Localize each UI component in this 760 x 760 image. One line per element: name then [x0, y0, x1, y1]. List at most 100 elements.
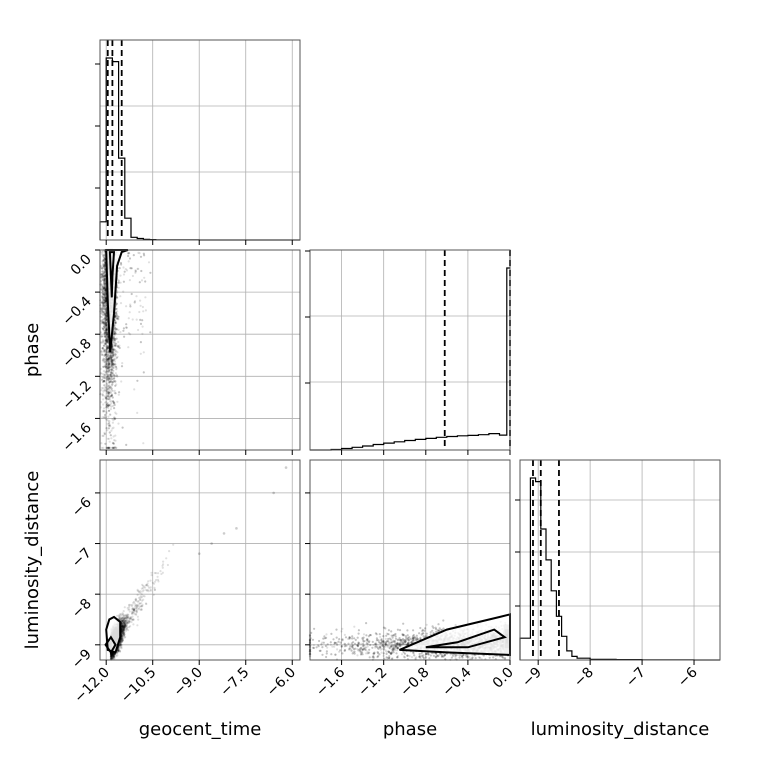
phase-geocent-point: [111, 366, 114, 369]
phase-geocent-point: [105, 312, 108, 315]
phase-geocent-point: [107, 370, 110, 373]
phase-geocent-point: [114, 353, 117, 356]
phase-geocent-point: [103, 302, 106, 305]
phase-geocent-point: [110, 378, 113, 381]
phase-geocent-point: [102, 283, 106, 286]
phase-geocent-point: [103, 291, 106, 294]
phase-geocent-point: [136, 411, 139, 414]
phase-geocent-point: [105, 418, 108, 421]
phase-geocent-point: [114, 315, 117, 318]
phase-geocent-point: [134, 270, 137, 273]
phase-geocent-point: [122, 273, 126, 276]
phase-geocent-point: [114, 338, 117, 341]
phase-geocent-point: [109, 354, 113, 357]
phase-geocent-point: [107, 353, 110, 356]
phase-geocent-point: [103, 298, 106, 301]
phase-geocent-point: [100, 322, 103, 325]
phase-geocent-point: [103, 256, 106, 259]
phase-geocent-point: [113, 374, 116, 377]
phase-geocent-point: [112, 354, 115, 357]
phase-geocent-point: [105, 367, 108, 370]
phase-geocent-point: [119, 274, 122, 277]
phase-geocent-point: [104, 325, 107, 328]
phase-geocent-point: [101, 260, 104, 263]
phase-geocent-point: [108, 359, 111, 362]
phase-geocent-point: [103, 389, 106, 392]
lumdist-geocent-point: [168, 550, 171, 553]
phase-geocent-point: [114, 350, 117, 353]
phase-geocent-point: [106, 335, 109, 338]
phase-geocent-point: [102, 329, 105, 332]
phase-geocent-point: [111, 396, 114, 399]
phase-geocent-point: [100, 284, 103, 287]
phase-geocent-point: [139, 255, 143, 258]
phase-geocent-point: [113, 358, 116, 361]
phase-geocent-point: [105, 339, 109, 342]
phase-geocent-point: [103, 313, 106, 316]
phase-geocent-point: [106, 377, 109, 380]
phase-geocent-point: [115, 307, 118, 310]
phase-geocent-point: [113, 376, 116, 379]
phase-geocent-point: [101, 297, 104, 300]
phase-geocent-point: [102, 287, 105, 290]
phase-geocent-point: [105, 412, 108, 415]
phase-geocent-point: [103, 348, 106, 351]
phase-geocent-point: [104, 365, 107, 368]
phase-geocent-point: [104, 365, 107, 368]
phase-geocent-point: [103, 354, 106, 358]
phase-geocent-point: [134, 271, 137, 274]
phase-geocent-point: [100, 273, 103, 276]
phase-geocent-point: [106, 344, 109, 347]
phase-geocent-point: [102, 376, 105, 379]
phase-geocent-point: [114, 358, 117, 361]
phase-geocent-point: [102, 292, 105, 295]
phase-geocent-point: [139, 341, 142, 344]
phase-geocent-point: [100, 309, 103, 313]
phase-geocent-point: [137, 267, 140, 270]
phase-geocent-point: [103, 295, 106, 298]
phase-geocent-point: [103, 410, 106, 413]
phase-geocent-point: [108, 413, 112, 416]
density-layer: [99, 248, 512, 661]
phase-geocent-point: [116, 351, 119, 354]
phase-geocent-point: [114, 380, 117, 383]
phase-geocent-point: [105, 329, 108, 332]
phase-geocent-point: [104, 385, 107, 389]
phase-geocent-point: [102, 253, 105, 256]
phase-geocent-point: [108, 366, 111, 370]
phase-geocent-point: [115, 374, 118, 377]
phase-geocent-point: [101, 327, 105, 330]
phase-geocent-point: [128, 279, 131, 282]
phase-geocent-point: [104, 353, 107, 356]
phase-geocent-point: [141, 332, 144, 335]
phase-geocent-point: [112, 359, 115, 362]
phase-geocent-point: [105, 369, 108, 372]
phase-geocent-point: [119, 302, 123, 305]
phase-geocent-point: [103, 307, 106, 310]
phase-geocent-point: [104, 320, 107, 323]
phase-geocent-point: [122, 266, 125, 269]
phase-geocent-point: [101, 309, 104, 312]
phase-geocent-point: [108, 446, 111, 449]
phase-geocent-point: [125, 323, 128, 326]
phase-geocent-point: [117, 328, 120, 331]
phase-geocent-point: [108, 376, 111, 379]
phase-geocent-point: [107, 346, 110, 349]
phase-geocent-point: [117, 340, 120, 344]
phase-geocent-point: [103, 325, 106, 329]
phase-geocent-point: [103, 335, 107, 338]
phase-geocent-point: [100, 341, 103, 344]
phase-geocent-point: [103, 266, 106, 269]
phase-geocent-point: [103, 298, 106, 301]
phase-geocent-point: [107, 367, 110, 370]
phase-geocent-point: [106, 446, 109, 449]
phase-geocent-point: [113, 407, 116, 410]
phase-geocent-point: [107, 424, 110, 427]
phase-geocent-point: [103, 373, 106, 376]
phase-geocent-point: [118, 391, 121, 394]
phase-geocent-point: [102, 258, 105, 262]
phase-geocent-point: [125, 326, 128, 329]
phase-geocent-point: [149, 331, 152, 334]
phase-geocent-point: [100, 335, 103, 338]
